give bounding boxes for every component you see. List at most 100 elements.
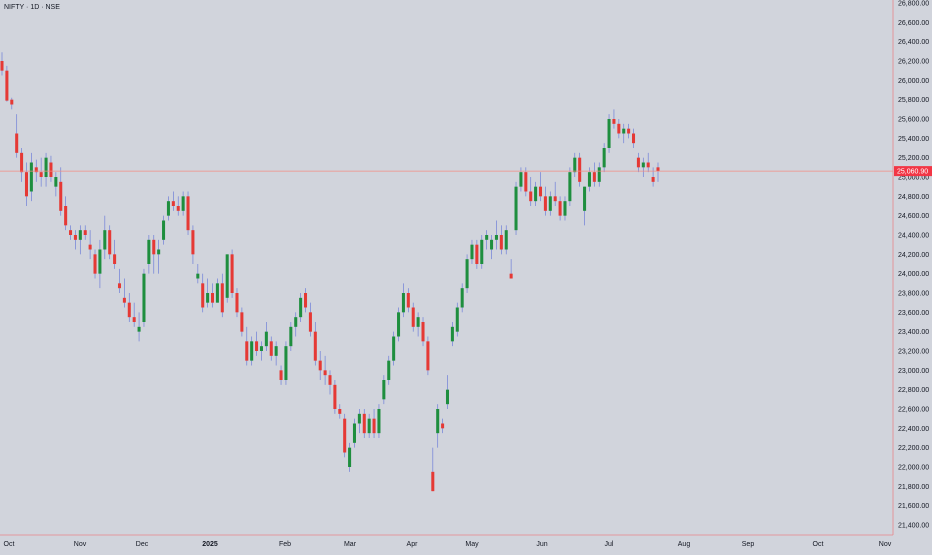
price-tag-label: 25,060.90 [897,169,928,176]
price-tick-label: 25,200.00 [898,155,929,162]
candle-body [534,186,538,202]
candle-body [308,312,312,332]
candle-body [108,230,112,255]
candle-body [304,293,308,308]
candle-body [34,167,38,173]
time-tick-label: Feb [279,541,291,548]
price-tick-label: 24,400.00 [898,233,929,240]
candle-body [166,201,170,216]
price-tick-label: 22,000.00 [898,465,929,472]
candle-body [39,172,43,177]
candle-body [98,249,102,274]
candle-body [431,471,435,492]
candle-body [64,206,68,226]
candle-body [333,384,337,409]
candle-body [338,409,342,414]
price-tick-label: 21,600.00 [898,503,929,510]
candle-body [632,133,636,144]
candle-body [509,273,513,279]
candle-body [450,326,454,342]
candle-body [279,370,283,380]
time-tick-label: 2025 [202,541,218,548]
price-tick-label: 24,600.00 [898,213,929,220]
price-axis[interactable]: 26,800.00 26,600.00 26,400.00 26,200.00 26,0… [898,1,929,530]
chart-title: NIFTY · 1D · NSE [4,4,60,11]
price-tick-label: 21,400.00 [898,523,929,530]
price-tick-label: 25,800.00 [898,97,929,104]
time-tick-label: Nov [879,541,892,548]
candle-body [602,148,606,168]
price-tick-label: 25,000.00 [898,175,929,182]
time-axis[interactable]: Oct Nov Dec 2025 Feb Mar Apr May Jun Jul Aug Sep Oct… [4,541,892,548]
candle-body [397,312,401,337]
time-tick-label: Jul [605,541,614,548]
candle-body [83,230,87,235]
price-tick-label: 26,200.00 [898,59,929,66]
candle-body [54,177,58,187]
time-tick-label: Sep [742,541,755,548]
candle-body [181,196,185,211]
price-tick-label: 26,800.00 [898,1,929,8]
candle-body [411,307,415,327]
candle-body [436,409,440,434]
candle-body [401,293,405,313]
candle-body [88,244,92,250]
time-tick-label: Apr [407,541,419,548]
price-tick-label: 23,800.00 [898,291,929,298]
candle-body [357,413,361,424]
candle-body [573,157,577,173]
candle-body [259,346,263,351]
candle-body [318,360,322,371]
price-tick-label: 26,000.00 [898,78,929,85]
candle-body [284,346,288,380]
candle-body [5,70,9,101]
candle-body [93,254,97,274]
candle-body [627,128,631,134]
candle-body [470,244,474,260]
time-tick-label: Aug [678,541,691,548]
candle-body [78,230,82,240]
candle-body [269,341,273,356]
candle-body [59,181,63,211]
price-tick-label: 22,800.00 [898,387,929,394]
candle-body [230,254,234,293]
candle-body [69,230,73,235]
candle-body [20,152,24,173]
current-price-tag: 25,060.90 [894,166,932,177]
price-tag-bg [894,166,932,177]
candle-body [201,283,205,308]
candle-body [103,230,107,250]
candle-body [171,201,175,206]
candles-layer [0,52,660,492]
candle-body [426,341,430,371]
candle-body [122,297,126,303]
candle-body [142,273,146,322]
candle-body [445,389,450,405]
candle-body [15,133,19,153]
price-tick-label: 26,400.00 [898,39,929,46]
candle-body [538,186,543,197]
candle-body [607,119,611,148]
candle-body [543,196,547,211]
time-tick-label: Oct [4,541,15,548]
candle-body [49,162,53,177]
candle-body [240,312,244,332]
candle-body [514,186,518,231]
price-tick-label: 22,400.00 [898,426,929,433]
candle-body [73,235,77,240]
candle-body [206,293,210,303]
candle-body [196,273,200,279]
candle-body [597,167,601,182]
candle-body [147,239,151,264]
candle-body [656,167,660,172]
candle-body [455,307,459,332]
candle-body [264,331,268,347]
price-tick-label: 24,200.00 [898,252,929,259]
candle-body [176,206,180,211]
candle-body [0,61,4,71]
candle-body [480,239,484,264]
candle-body [553,196,557,202]
candle-body [504,230,508,250]
